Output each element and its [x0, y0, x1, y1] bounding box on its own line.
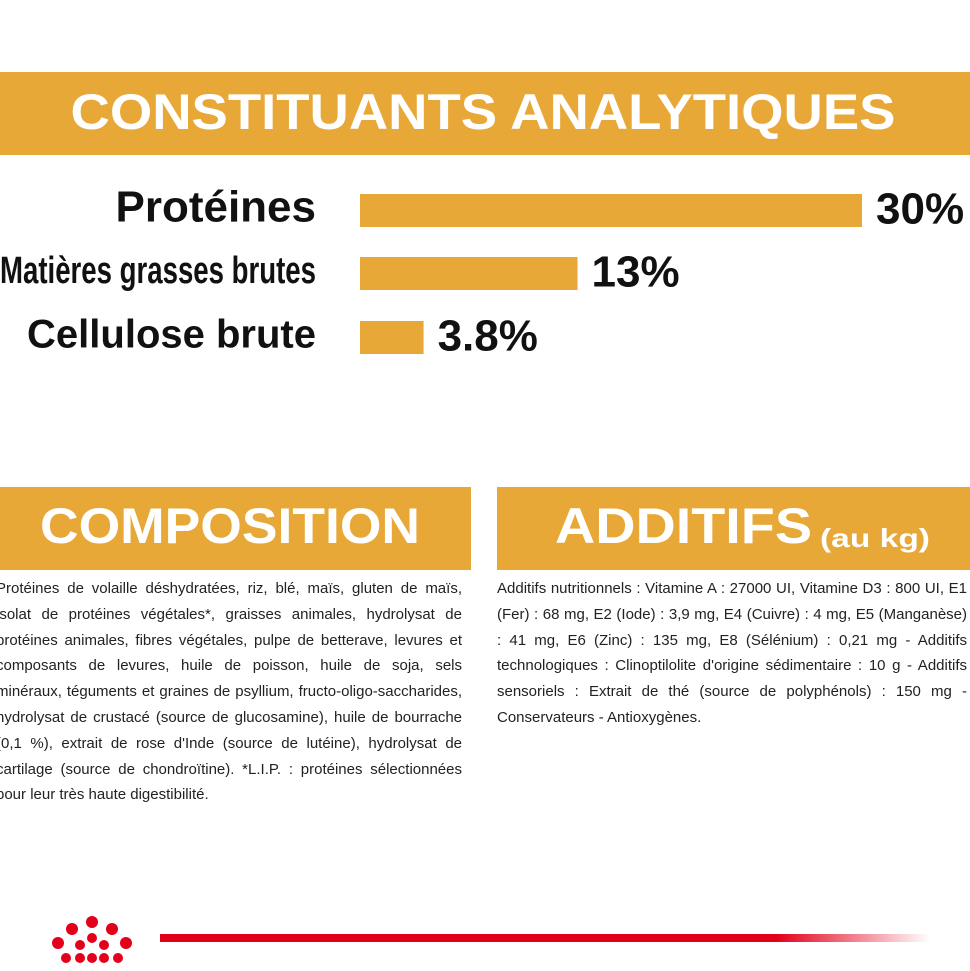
additifs-title: ADDITIFS — [555, 498, 812, 554]
category-label: Protéines — [115, 183, 316, 232]
category-label: Matières grasses brutes — [0, 250, 316, 292]
chart-title: CONSTITUANTS ANALYTIQUES — [71, 84, 896, 140]
bar — [360, 257, 578, 290]
value-label: 30% — [876, 185, 964, 234]
composition-text: Protéines de volaille déshydratées, riz,… — [0, 580, 462, 804]
composition-banner — [0, 487, 471, 570]
additifs-unit: (au kg) — [820, 523, 930, 553]
category-label: Cellulose brute — [27, 313, 316, 357]
bar — [360, 321, 424, 354]
logo — [52, 916, 132, 963]
title-banner — [0, 72, 970, 155]
additifs-text: Additifs nutritionnels : Vitamine A : 27… — [497, 580, 967, 726]
bar — [360, 194, 862, 227]
divider — [160, 934, 930, 942]
value-label: 3.8% — [438, 312, 538, 361]
value-label: 13% — [592, 248, 680, 297]
additifs-banner — [497, 487, 970, 570]
composition-title: COMPOSITION — [40, 498, 420, 554]
